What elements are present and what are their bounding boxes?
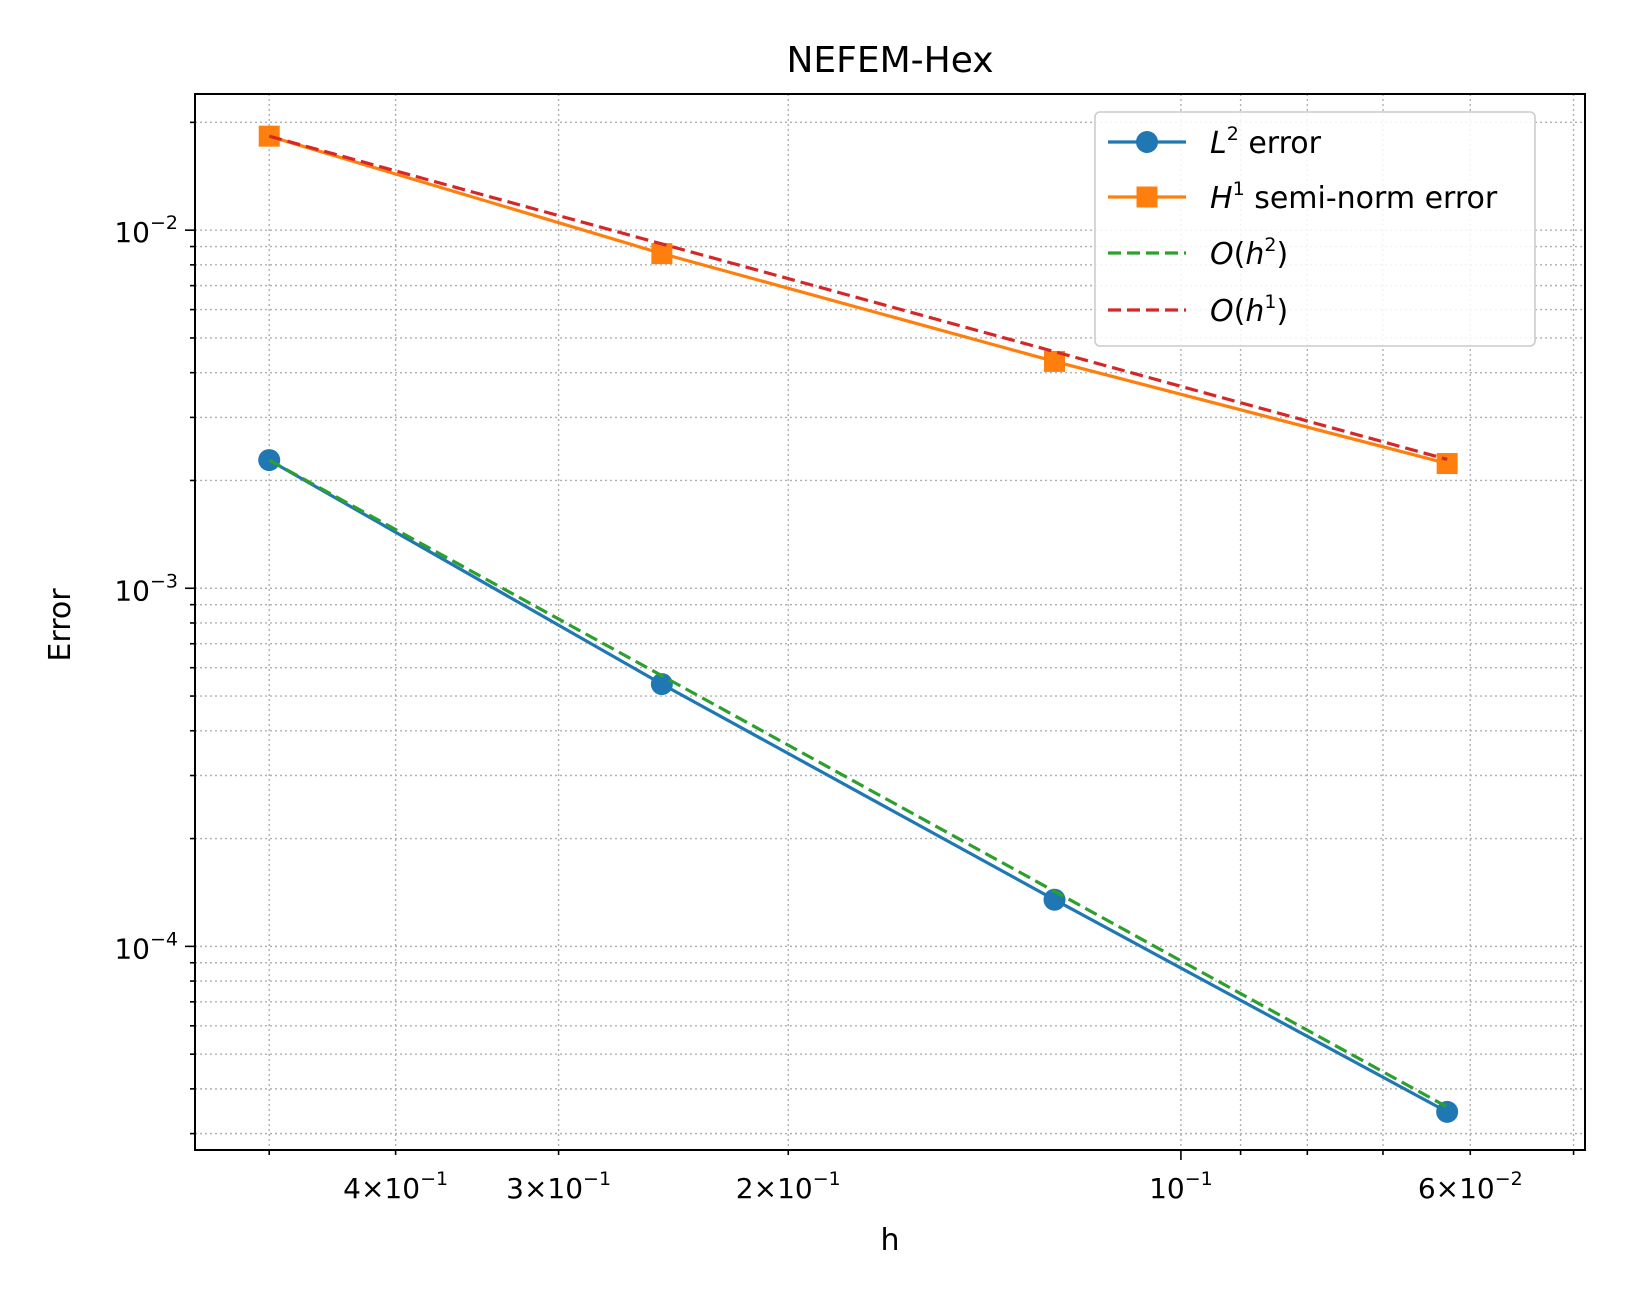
- series-1-point: [650, 673, 673, 696]
- y-axis-label: Error: [43, 588, 78, 662]
- legend-label-2: H1 semi-norm error: [1210, 178, 1498, 216]
- legend-box: [1094, 111, 1536, 347]
- axis-ticks: [185, 121, 1575, 1160]
- legend: L2 error H1 semi-norm error O(h2) O(h1): [1094, 111, 1536, 347]
- plot-frame: [194, 93, 1586, 1151]
- chart-title: NEFEM-Hex: [786, 40, 993, 81]
- y-tick-label: 10−4: [114, 928, 178, 965]
- legend-marker-2: [1136, 186, 1158, 208]
- x-tick-labels: 4×10−1 3×10−1 2×10−1 10−1 6×10−2: [343, 1168, 1523, 1205]
- series-line-2: [268, 134, 1448, 466]
- series-2-point: [1436, 453, 1458, 475]
- legend-label-1: L2 error: [1210, 123, 1322, 161]
- x-axis-label: h: [880, 1223, 899, 1258]
- series-line-1: [268, 458, 1448, 1114]
- series-line-3: [268, 458, 1448, 1109]
- series-1-point: [1436, 1100, 1459, 1123]
- legend-label-4: O(h1): [1210, 291, 1288, 329]
- plot-series: [258, 125, 1459, 1123]
- series-line-4: [268, 134, 1448, 461]
- legend-label-3: O(h2): [1210, 234, 1288, 272]
- series-2-point: [1044, 350, 1066, 372]
- legend-marker-1: [1136, 131, 1158, 153]
- series-2-point: [651, 243, 673, 265]
